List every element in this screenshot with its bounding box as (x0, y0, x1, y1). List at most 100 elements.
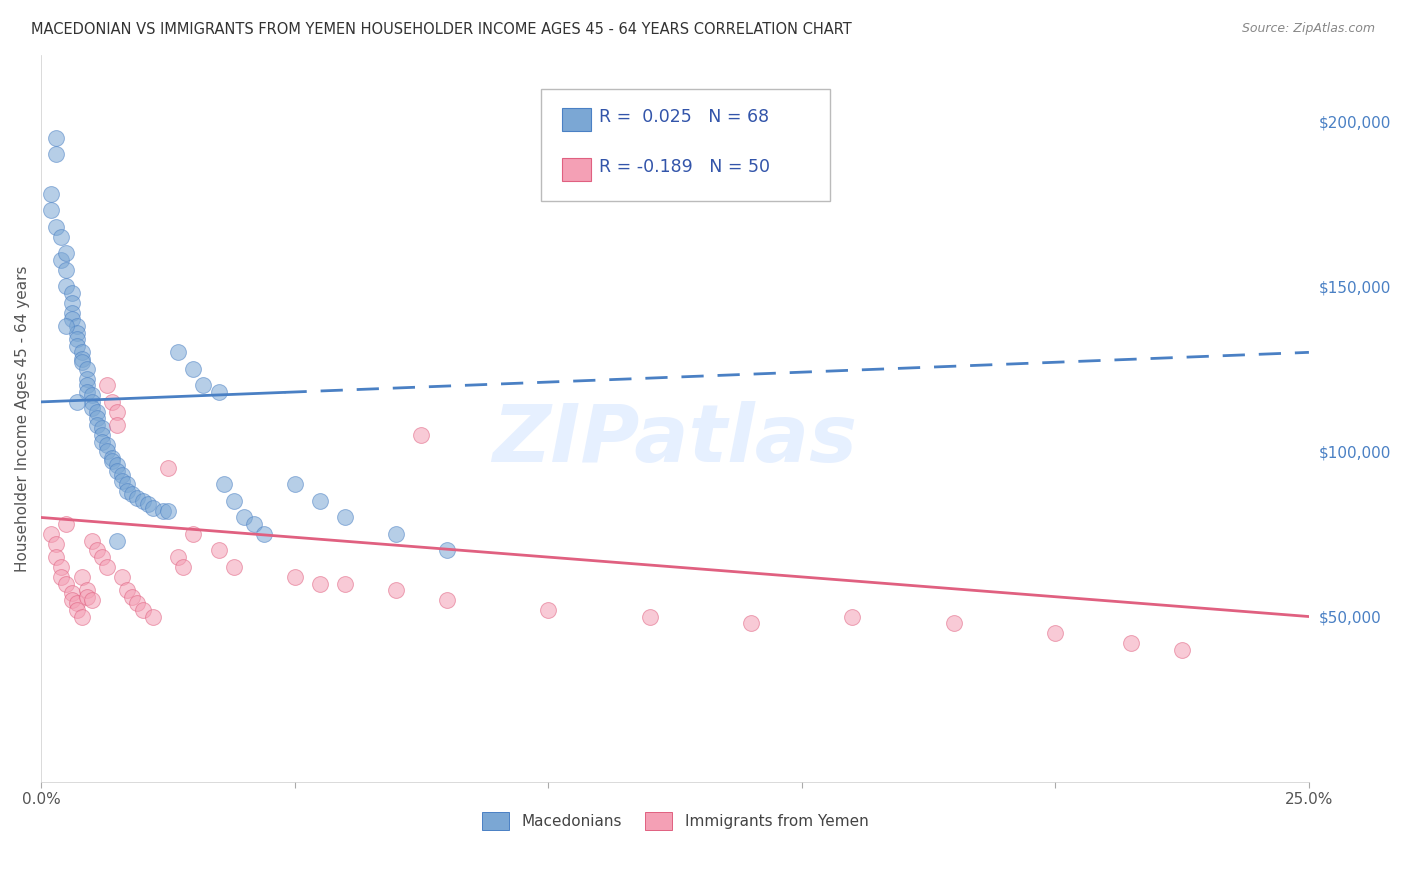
Point (193, 378, 215, 392)
Point (86, 405, 108, 419)
Point (222, 494, 245, 508)
Legend: Macedonians, Immigrants from Yemen: Macedonians, Immigrants from Yemen (475, 805, 875, 836)
Point (96, 560, 118, 574)
Point (411, 428, 433, 442)
Point (76, 583, 98, 598)
Point (284, 570, 307, 584)
Point (55, 246, 77, 260)
Text: MACEDONIAN VS IMMIGRANTS FROM YEMEN HOUSEHOLDER INCOME AGES 45 - 64 YEARS CORREL: MACEDONIAN VS IMMIGRANTS FROM YEMEN HOUS… (31, 22, 852, 37)
Point (740, 616, 762, 631)
Y-axis label: Householder Income Ages 45 - 64 years: Householder Income Ages 45 - 64 years (15, 265, 30, 572)
Point (436, 593, 458, 607)
Point (45, 130, 67, 145)
Point (233, 510, 256, 524)
Point (65, 326, 87, 340)
Point (80, 593, 103, 607)
Point (91, 428, 114, 442)
Point (65, 339, 87, 353)
Point (1171, 642, 1194, 657)
Point (96, 438, 118, 452)
Point (181, 527, 204, 541)
Point (111, 467, 134, 482)
Point (207, 384, 229, 399)
Point (80, 395, 103, 409)
Point (436, 543, 458, 558)
Text: R = -0.189   N = 50: R = -0.189 N = 50 (599, 158, 770, 176)
Point (70, 351, 93, 366)
Point (152, 504, 174, 518)
Point (181, 362, 204, 376)
Point (96, 444, 118, 458)
Point (101, 450, 124, 465)
Point (86, 417, 108, 432)
Point (1121, 636, 1143, 650)
Point (127, 491, 149, 505)
Point (55, 318, 77, 333)
Point (80, 388, 103, 402)
Point (55, 517, 77, 532)
Point (117, 477, 139, 491)
Point (39, 203, 62, 218)
Point (131, 494, 153, 508)
Point (51, 560, 73, 574)
Point (86, 411, 108, 425)
Point (76, 372, 98, 386)
Point (841, 609, 863, 624)
Point (309, 494, 332, 508)
Point (65, 332, 87, 346)
Point (207, 543, 229, 558)
Point (105, 533, 128, 548)
Point (105, 417, 128, 432)
Point (70, 570, 93, 584)
Point (1045, 626, 1067, 640)
Point (127, 596, 149, 610)
Point (60, 593, 83, 607)
Text: R =  0.025   N = 68: R = 0.025 N = 68 (599, 108, 769, 126)
Point (60, 312, 83, 326)
Text: ZIPatlas: ZIPatlas (492, 401, 858, 479)
Point (101, 395, 124, 409)
Point (537, 603, 560, 617)
Point (86, 543, 108, 558)
Point (45, 147, 67, 161)
Point (142, 500, 165, 515)
Point (76, 590, 98, 604)
Point (335, 576, 357, 591)
Point (105, 458, 128, 472)
Point (51, 252, 73, 267)
Point (76, 362, 98, 376)
Point (385, 527, 408, 541)
Point (284, 477, 307, 491)
Point (101, 454, 124, 468)
Point (167, 550, 190, 565)
Point (136, 497, 159, 511)
Point (55, 279, 77, 293)
Point (335, 510, 357, 524)
Point (45, 219, 67, 234)
Point (70, 355, 93, 369)
Point (638, 609, 661, 624)
Point (70, 609, 93, 624)
Point (76, 378, 98, 392)
Point (105, 464, 128, 478)
Point (65, 603, 87, 617)
Point (156, 504, 179, 518)
Point (385, 583, 408, 598)
Point (309, 576, 332, 591)
Point (105, 405, 128, 419)
Point (121, 590, 143, 604)
Text: Source: ZipAtlas.com: Source: ZipAtlas.com (1241, 22, 1375, 36)
Point (60, 285, 83, 300)
Point (111, 570, 134, 584)
Point (55, 262, 77, 277)
Point (91, 550, 114, 565)
Point (60, 586, 83, 600)
Point (222, 560, 245, 574)
Point (111, 474, 134, 488)
Point (70, 345, 93, 359)
Point (55, 576, 77, 591)
Point (76, 384, 98, 399)
Point (117, 583, 139, 598)
Point (253, 527, 276, 541)
Point (65, 395, 87, 409)
